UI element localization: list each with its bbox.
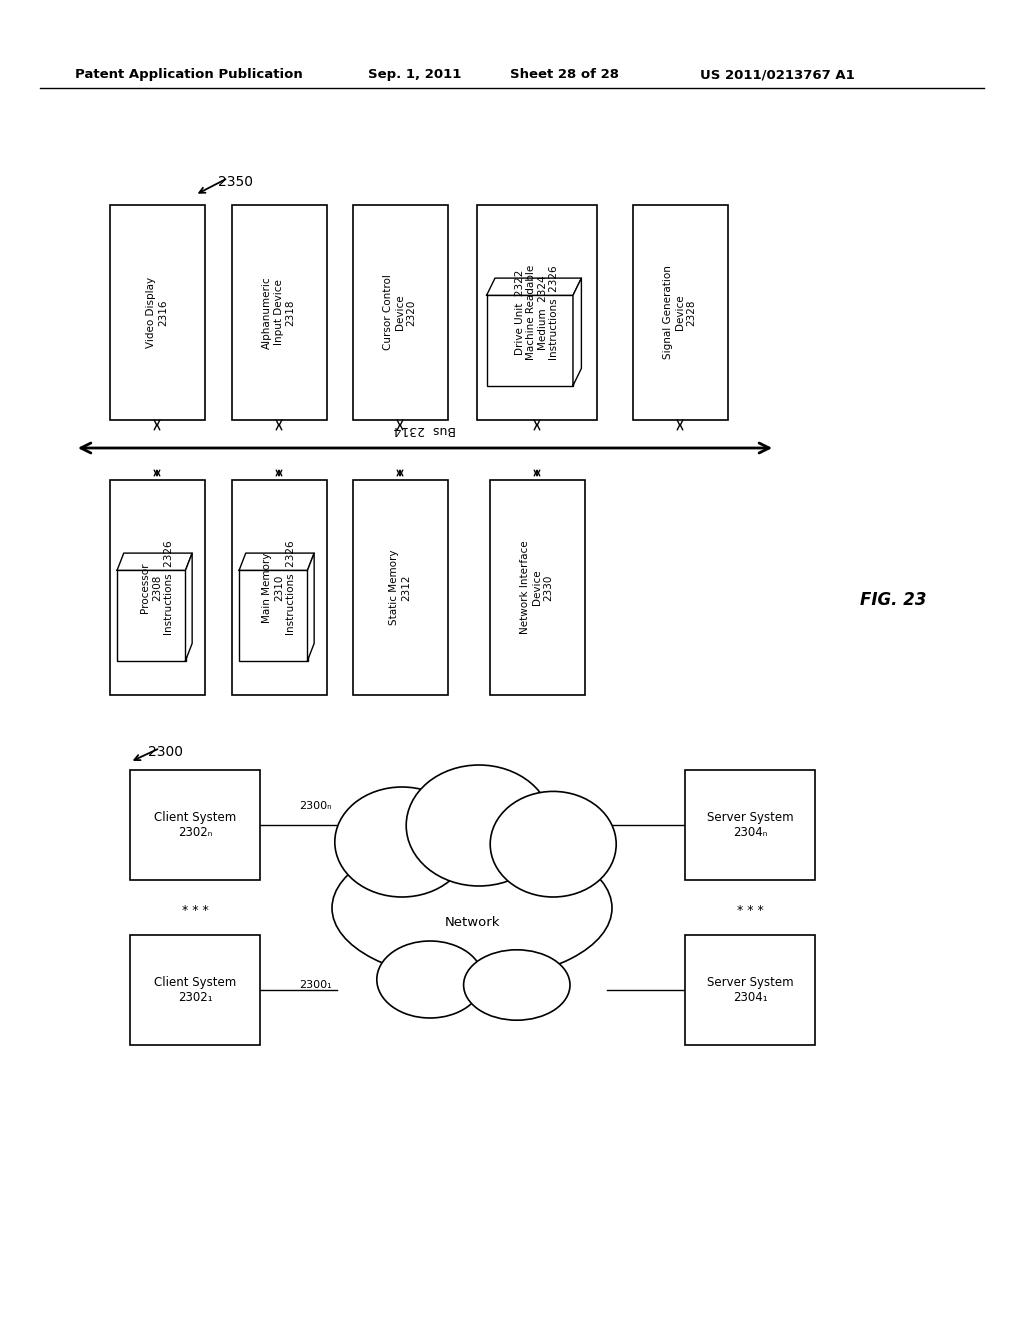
Text: Cursor Control
Device
2320: Cursor Control Device 2320	[383, 275, 417, 350]
Polygon shape	[239, 553, 314, 570]
Bar	[110, 480, 205, 696]
Text: Client System
2302ₙ: Client System 2302ₙ	[154, 810, 237, 840]
Polygon shape	[486, 279, 582, 296]
Bar	[633, 205, 727, 420]
Ellipse shape	[464, 950, 570, 1020]
Text: FIG. 23: FIG. 23	[860, 591, 927, 609]
Text: Signal Generation
Device
2328: Signal Generation Device 2328	[664, 265, 696, 359]
Text: 2300: 2300	[148, 744, 183, 759]
Ellipse shape	[377, 941, 483, 1018]
Text: Drive Unit  2322
Machine Readable
Medium  2324
Instructions  2326: Drive Unit 2322 Machine Readable Medium …	[515, 265, 559, 360]
Ellipse shape	[335, 787, 469, 898]
Polygon shape	[117, 553, 193, 570]
Ellipse shape	[407, 766, 552, 886]
Text: Network Interface
Device
2330: Network Interface Device 2330	[520, 541, 554, 635]
Text: Static Memory
2312: Static Memory 2312	[389, 549, 411, 626]
Text: Sheet 28 of 28: Sheet 28 of 28	[510, 69, 618, 81]
Text: Server System
2304₁: Server System 2304₁	[707, 975, 794, 1005]
Text: Network: Network	[444, 916, 500, 929]
Bar	[489, 480, 585, 696]
Text: Bus  2314: Bus 2314	[394, 422, 457, 436]
Text: * * *: * * *	[736, 903, 763, 916]
Bar	[352, 205, 447, 420]
Bar	[117, 570, 185, 660]
Bar	[130, 770, 260, 880]
Bar	[477, 205, 597, 420]
Text: Client System
2302₁: Client System 2302₁	[154, 975, 237, 1005]
Bar	[685, 770, 815, 880]
Polygon shape	[573, 279, 582, 385]
Text: 2300ₙ: 2300ₙ	[299, 801, 332, 810]
Bar	[486, 296, 573, 385]
Text: Sep. 1, 2011: Sep. 1, 2011	[368, 69, 462, 81]
Ellipse shape	[332, 837, 612, 979]
Bar	[231, 205, 327, 420]
Bar	[231, 480, 327, 696]
Text: Main Memory
2310
Instructions  2326: Main Memory 2310 Instructions 2326	[262, 540, 296, 635]
Text: 2300₁: 2300₁	[299, 979, 332, 990]
Bar	[239, 570, 307, 660]
Ellipse shape	[490, 792, 616, 898]
Text: * * *: * * *	[181, 903, 208, 916]
Text: 2350: 2350	[218, 176, 253, 189]
Polygon shape	[185, 553, 193, 660]
Text: Patent Application Publication: Patent Application Publication	[75, 69, 303, 81]
Text: Server System
2304ₙ: Server System 2304ₙ	[707, 810, 794, 840]
Text: Processor
2308
Instructions  2326: Processor 2308 Instructions 2326	[140, 540, 174, 635]
Polygon shape	[307, 553, 314, 660]
Bar	[352, 480, 447, 696]
Text: Alphanumeric
Input Device
2318: Alphanumeric Input Device 2318	[262, 276, 296, 348]
Text: US 2011/0213767 A1: US 2011/0213767 A1	[700, 69, 855, 81]
Bar	[685, 935, 815, 1045]
Bar	[130, 935, 260, 1045]
Bar	[110, 205, 205, 420]
Text: Video Display
2316: Video Display 2316	[146, 277, 168, 348]
